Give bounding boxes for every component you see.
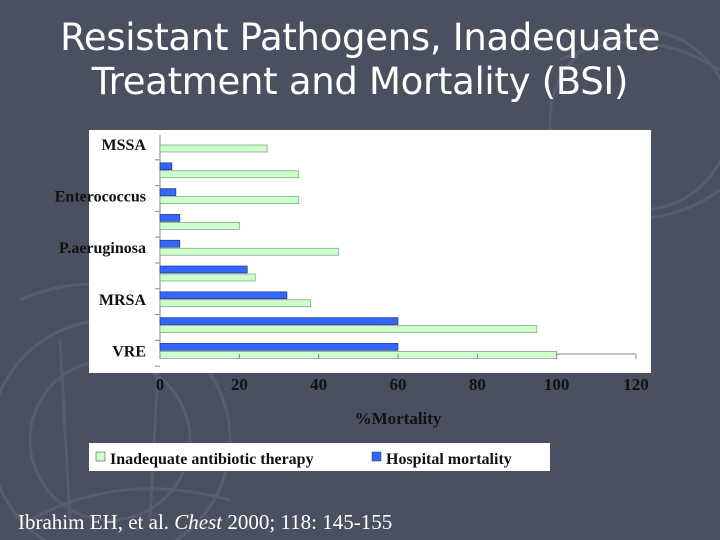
citation-details: 2000; 118: 145-155 (227, 510, 393, 534)
legend-label-mortality: Hospital mortality (386, 451, 512, 468)
legend: Inadequate antibiotic therapy Hospital m… (95, 451, 512, 468)
citation: Ibrahim EH, et al. Chest 2000; 118: 145-… (18, 510, 392, 535)
x-tick-label: 60 (390, 375, 407, 394)
x-tick-label: 80 (469, 375, 486, 394)
category-label: VRE (112, 343, 146, 360)
category-label: P.aeruginosa (59, 240, 146, 257)
bar-inadequate-therapy (159, 273, 256, 282)
category-label: Enterococcus (55, 189, 146, 206)
bar-hospital-mortality (159, 291, 288, 300)
title-line-2: Treatment and Mortality (BSI) (91, 60, 629, 103)
bar-inadequate-therapy (159, 144, 268, 153)
x-tick-label: 100 (544, 375, 570, 394)
bar-inadequate-therapy (159, 325, 538, 333)
legend-swatch-inadequate (95, 451, 106, 462)
x-tick-label: 120 (623, 375, 649, 394)
legend-background (89, 443, 550, 471)
slide-title: Resistant Pathogens, Inadequate Treatmen… (0, 16, 720, 104)
bar-hospital-mortality (159, 317, 399, 325)
bar-inadequate-therapy (159, 170, 300, 179)
category-label: MSSA (102, 137, 147, 154)
legend-swatch-mortality (371, 451, 382, 462)
x-tick-label: 40 (310, 375, 327, 394)
bar-hospital-mortality (159, 188, 177, 196)
bar-inadequate-therapy (159, 299, 312, 308)
citation-authors: Ibrahim EH, et al. (18, 510, 170, 534)
bar-hospital-mortality (159, 214, 181, 222)
legend-label-inadequate: Inadequate antibiotic therapy (110, 451, 314, 468)
bar-inadequate-therapy (159, 196, 300, 204)
bar-inadequate-therapy (159, 351, 557, 359)
citation-journal: Chest (174, 510, 223, 534)
bar-inadequate-therapy (159, 247, 339, 256)
x-tick-label: 0 (156, 375, 165, 394)
x-axis-title: %Mortality (355, 409, 442, 428)
category-label: MRSA (99, 292, 147, 309)
bar-hospital-mortality (159, 265, 248, 274)
bar-inadequate-therapy (159, 222, 240, 230)
bar-hospital-mortality (159, 162, 173, 171)
x-tick-label: 20 (231, 375, 248, 394)
bar-hospital-mortality (159, 343, 399, 351)
bar-hospital-mortality (159, 239, 181, 248)
title-line-1: Resistant Pathogens, Inadequate (60, 16, 660, 59)
